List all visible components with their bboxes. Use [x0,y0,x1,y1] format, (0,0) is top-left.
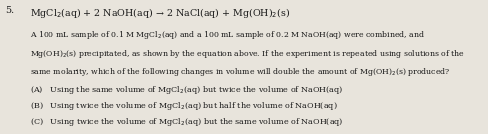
Text: A 100 mL sample of 0.1 Μ MgCl$_2$(aq) and a 100 mL sample of 0.2 M NaOH(aq) were: A 100 mL sample of 0.1 Μ MgCl$_2$(aq) an… [30,29,425,42]
Text: MgCl$_2$(aq) + 2 NaOH(aq) → 2 NaCl(aq) + Mg(OH)$_2$(s): MgCl$_2$(aq) + 2 NaOH(aq) → 2 NaCl(aq) +… [30,6,290,20]
Text: (D)   Using twice the volume of MgCl$_2$(aq) and twice the volume of NaOH(aq): (D) Using twice the volume of MgCl$_2$(a… [30,132,346,134]
Text: (B)   Using twice the volume of MgCl$_2$(aq) but half the volume of NaOH(aq): (B) Using twice the volume of MgCl$_2$(a… [30,100,337,112]
Text: same molarity, which of the following changes in volume will double the amount o: same molarity, which of the following ch… [30,66,450,78]
Text: Mg(OH)$_2$(s) precipitated, as shown by the equation above. If the experiment is: Mg(OH)$_2$(s) precipitated, as shown by … [30,48,465,60]
Text: (A)   Using the same volume of MgCl$_2$(aq) but twice the volume of NaOH(aq): (A) Using the same volume of MgCl$_2$(aq… [30,84,343,96]
Text: (C)   Using twice the volume of MgCl$_2$(aq) but the same volume of NaOH(aq): (C) Using twice the volume of MgCl$_2$(a… [30,116,343,128]
Text: 5.: 5. [5,6,14,15]
